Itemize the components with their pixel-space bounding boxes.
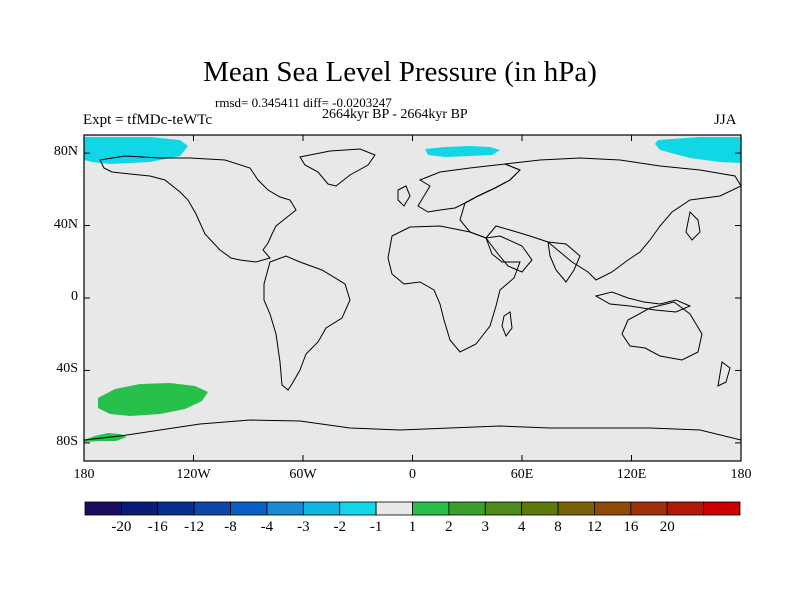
anomaly-arctic-svalbard [425,146,500,157]
colorbar-swatch [120,501,159,516]
coast-antarctica [84,419,741,441]
x-tick-label: 120E [616,467,647,482]
colorbar-swatch [193,501,231,516]
y-tick-label: 40S [56,361,78,377]
coast-uk [397,185,411,207]
colorbar-label: -2 [333,519,346,535]
colorbar-swatch [557,501,595,516]
coast-asia [459,157,741,281]
x-tick-label: 180 [730,467,752,482]
colorbar-swatch [448,501,486,516]
coast-indonesia [594,291,692,313]
x-tick-label: 60E [510,467,534,482]
x-tick-label: 180 [73,467,95,482]
colorbar-label: 2 [445,519,453,535]
anomaly-layer [84,137,741,442]
y-tick-label: 40N [53,216,78,232]
y-tick-label: 80S [56,433,78,449]
anomaly-south-pacific [98,383,208,416]
colorbar-label: -20 [111,519,132,535]
coast-madagascar [501,311,513,338]
colorbar-swatch [630,501,668,516]
colorbar-swatch [703,501,741,516]
x-tick-label: 0 [409,467,416,482]
coast-india [547,241,581,283]
map-background [84,135,741,461]
coast-australia [621,301,703,361]
x-tick-label: 120W [176,467,211,482]
colorbar-swatch [666,501,705,516]
coast-japan [685,210,701,241]
colorbar-label: 3 [481,519,490,535]
colorbar-swatch [302,501,341,516]
colorbar-swatch [412,501,450,516]
y-tick-label: 0 [71,289,78,304]
colorbar [84,501,741,516]
coast-north-america [99,155,297,263]
colorbar-swatch [484,501,523,516]
colorbar-label: -16 [147,519,168,535]
colorbar-label: 8 [554,519,562,535]
coast-arabia [485,235,533,273]
colorbar-swatch [521,501,559,516]
colorbar-swatch [339,501,377,516]
colorbar-label: -1 [369,519,383,535]
season-label: JJA [714,112,737,128]
coast-greenland [299,148,376,187]
colorbar-swatch [157,501,195,516]
stats-text: rmsd= 0.345411 diff= -0.0203247 [215,95,392,110]
colorbar-label: -8 [224,519,237,535]
colorbar-label: -4 [260,519,274,535]
colorbar-swatch [84,501,122,516]
colorbar-label: 12 [586,519,602,535]
colorbar-swatch [594,501,632,516]
colorbar-swatch [266,501,304,516]
colorbar-label: -12 [184,519,205,535]
colorbar-label: 16 [623,519,639,535]
axis-ticks [83,135,742,461]
coast-new-zealand [717,361,731,387]
colorbar-label: 1 [408,519,417,535]
period-text: 2664kyr BP - 2664kyr BP [322,107,468,122]
figure-title: Mean Sea Level Pressure (in hPa) [203,56,597,88]
x-tick-label: 60W [289,467,317,482]
colorbar-label: 20 [659,519,675,535]
colorbar-swatch [375,501,413,516]
coast-south-america [263,255,351,391]
anomaly-arctic-alaska [84,137,188,164]
colorbar-label: -3 [297,519,310,535]
experiment-label: Expt = tfMDc-teWTc [83,112,213,128]
colorbar-swatch [230,501,268,516]
coastlines [84,148,741,441]
y-tick-label: 80N [53,144,78,160]
colorbar-label: 4 [517,519,526,535]
anomaly-arctic-siberia [655,137,741,163]
